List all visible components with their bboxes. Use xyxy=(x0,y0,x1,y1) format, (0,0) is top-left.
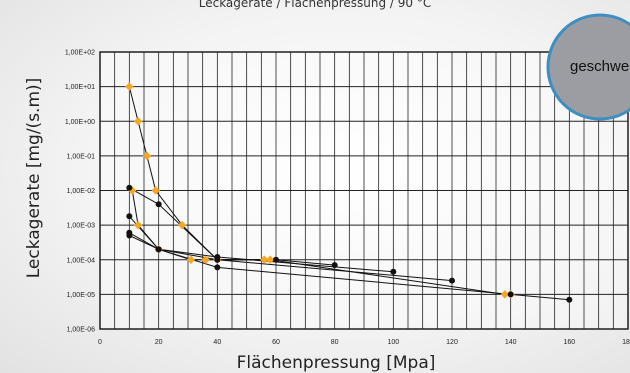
y-axis-title: Leckagerate [mg/(s.m)] xyxy=(24,78,44,279)
x-tick-label: 120 xyxy=(446,339,458,346)
data-point xyxy=(260,255,269,264)
data-point xyxy=(125,82,134,91)
series-line-5 xyxy=(129,232,394,273)
data-point xyxy=(142,151,152,161)
data-point xyxy=(126,184,133,191)
y-tick-label: 1,00E-03 xyxy=(67,223,96,230)
data-point xyxy=(133,117,143,126)
y-tick-label: 1,00E-04 xyxy=(67,257,96,264)
data-point xyxy=(151,186,160,195)
data-point xyxy=(390,268,397,275)
x-tick-label: 160 xyxy=(563,339,575,346)
data-point xyxy=(273,256,279,263)
data-point xyxy=(128,186,137,195)
data-point xyxy=(177,220,187,230)
data-point xyxy=(449,277,455,284)
x-tick-label: 100 xyxy=(387,339,399,346)
x-tick-label: 20 xyxy=(155,339,163,346)
weld-badge: geschweißt xyxy=(546,13,630,121)
y-tick-label: 1,00E-05 xyxy=(67,292,96,299)
series-line-6 xyxy=(129,235,453,282)
badge-circle xyxy=(546,13,630,121)
data-point xyxy=(265,255,275,264)
data-point xyxy=(155,246,162,253)
x-tick-label: 180 xyxy=(622,339,630,346)
data-point xyxy=(126,213,133,220)
y-tick-label: 1,00E+01 xyxy=(65,84,95,91)
data-point xyxy=(133,220,143,230)
x-tick-label: 0 xyxy=(98,339,102,346)
x-axis-title: Flächenpressung [Mpa] xyxy=(237,353,436,373)
y-tick-label: 1,00E-06 xyxy=(67,327,96,334)
data-point xyxy=(214,256,221,263)
chart-top-title: Leckagerate / Flächenpressung / 90 °C xyxy=(199,0,432,10)
x-tick-label: 60 xyxy=(272,339,280,346)
data-point xyxy=(186,255,196,264)
data-point xyxy=(331,262,338,269)
series-line-2 xyxy=(131,190,511,295)
data-series xyxy=(125,82,573,303)
grid-lines xyxy=(100,52,628,329)
data-point xyxy=(214,264,221,271)
y-tick-labels: 1,00E+02 1,00E+01 1,00E+00 1,00E-01 1,00E-02… xyxy=(65,50,95,334)
y-tick-label: 1,00E-01 xyxy=(67,153,96,160)
x-tick-label: 140 xyxy=(505,339,517,346)
data-point xyxy=(566,296,573,303)
data-point xyxy=(126,232,133,239)
badge-label: geschweißt xyxy=(570,58,630,75)
y-tick-label: 1,00E+00 xyxy=(65,119,95,126)
x-tick-labels: 0 20 40 60 80 100 120 140 160 180 xyxy=(98,339,630,346)
data-point xyxy=(500,290,509,299)
y-tick-label: 1,00E+02 xyxy=(65,50,95,57)
y-tick-label: 1,00E-02 xyxy=(67,188,96,195)
data-point xyxy=(201,255,210,264)
data-point xyxy=(507,291,514,298)
x-tick-label: 80 xyxy=(331,339,339,346)
data-point xyxy=(155,201,162,208)
x-tick-label: 40 xyxy=(213,339,221,346)
